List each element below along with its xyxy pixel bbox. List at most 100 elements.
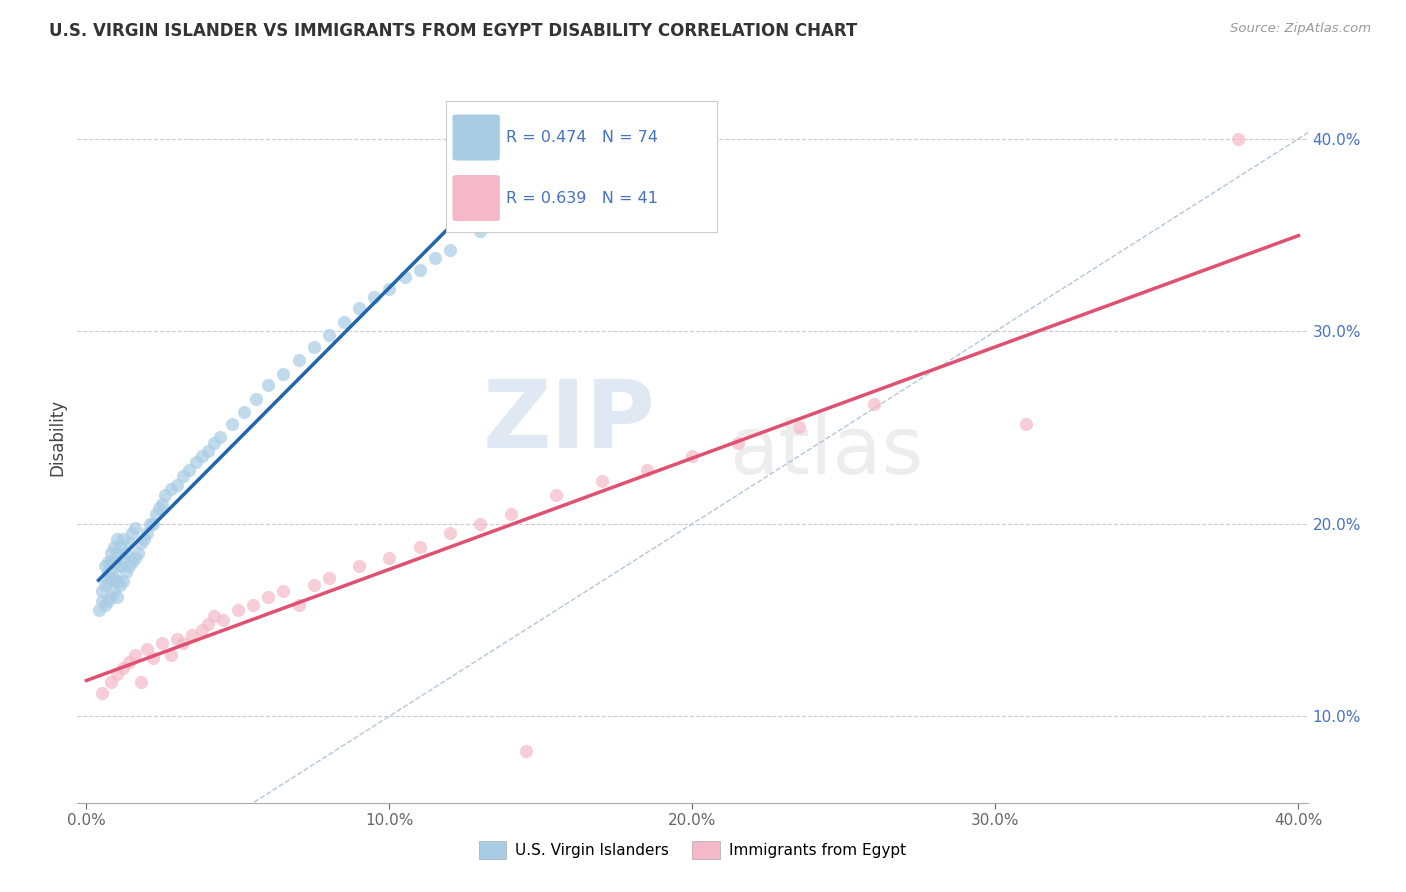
Point xyxy=(409,540,432,554)
Point xyxy=(166,632,188,647)
Point xyxy=(155,488,177,502)
Text: ZIP: ZIP xyxy=(482,376,655,468)
Point xyxy=(118,536,141,550)
Point xyxy=(160,482,183,496)
Point xyxy=(124,520,146,534)
Point xyxy=(172,468,194,483)
Point xyxy=(97,565,120,579)
Point xyxy=(108,578,131,592)
Legend: U.S. Virgin Islanders, Immigrants from Egypt: U.S. Virgin Islanders, Immigrants from E… xyxy=(472,835,912,864)
Point xyxy=(302,578,325,592)
Point xyxy=(103,540,125,554)
Point xyxy=(439,244,461,258)
Point xyxy=(226,603,249,617)
Point xyxy=(124,648,146,662)
Point xyxy=(1226,132,1249,146)
Point xyxy=(190,450,212,464)
Point xyxy=(273,367,295,381)
Point xyxy=(318,571,340,585)
Point xyxy=(184,455,207,469)
Point xyxy=(233,405,256,419)
Point xyxy=(863,397,886,411)
Point xyxy=(160,648,183,662)
Point xyxy=(172,636,194,650)
Point xyxy=(118,559,141,574)
Text: atlas: atlas xyxy=(730,413,924,491)
Point xyxy=(105,666,128,681)
Point xyxy=(636,463,658,477)
Point xyxy=(166,478,188,492)
Point xyxy=(394,270,416,285)
Point xyxy=(148,501,170,516)
Point xyxy=(221,417,243,431)
Point xyxy=(139,516,162,531)
Point xyxy=(470,224,492,238)
Point xyxy=(145,507,167,521)
Point xyxy=(100,571,122,585)
Point xyxy=(242,598,264,612)
Point xyxy=(100,674,122,689)
Point xyxy=(287,353,309,368)
Point xyxy=(150,498,173,512)
Point xyxy=(499,507,522,521)
Point xyxy=(197,443,219,458)
Point xyxy=(90,584,112,599)
Point xyxy=(111,661,134,675)
Point xyxy=(208,430,231,444)
Text: U.S. VIRGIN ISLANDER VS IMMIGRANTS FROM EGYPT DISABILITY CORRELATION CHART: U.S. VIRGIN ISLANDER VS IMMIGRANTS FROM … xyxy=(49,22,858,40)
Point xyxy=(108,540,131,554)
Point xyxy=(97,593,120,607)
Point xyxy=(245,392,267,406)
Point xyxy=(302,340,325,354)
Point xyxy=(124,551,146,566)
Point xyxy=(1015,417,1038,431)
Point xyxy=(114,545,136,559)
Point xyxy=(363,289,385,303)
Point xyxy=(499,205,522,219)
Point xyxy=(273,584,295,599)
Point xyxy=(93,578,115,592)
Point xyxy=(114,565,136,579)
Point xyxy=(105,559,128,574)
Point xyxy=(727,435,749,450)
Point xyxy=(591,475,613,489)
Point xyxy=(93,559,115,574)
Point xyxy=(105,545,128,559)
Point xyxy=(682,450,704,464)
Point xyxy=(105,574,128,589)
Point xyxy=(118,655,141,669)
Point xyxy=(105,590,128,604)
Point xyxy=(100,545,122,559)
Point xyxy=(97,555,120,569)
Point xyxy=(378,282,401,296)
Point xyxy=(136,526,159,541)
Point xyxy=(257,378,280,392)
Point xyxy=(105,532,128,546)
Point xyxy=(179,463,201,477)
Point xyxy=(142,651,165,665)
Point xyxy=(423,251,446,265)
Point xyxy=(90,686,112,700)
Y-axis label: Disability: Disability xyxy=(48,399,66,475)
Point xyxy=(546,488,568,502)
Point xyxy=(378,551,401,566)
Point xyxy=(129,674,152,689)
Point xyxy=(333,315,356,329)
Point xyxy=(515,744,537,758)
Point xyxy=(111,551,134,566)
Point xyxy=(409,262,432,277)
Point xyxy=(121,526,143,541)
Point xyxy=(103,571,125,585)
Point xyxy=(202,609,225,624)
Point xyxy=(111,574,134,589)
Point xyxy=(132,532,155,546)
Point xyxy=(103,584,125,599)
Point xyxy=(181,628,204,642)
Point xyxy=(470,516,492,531)
Point xyxy=(318,328,340,343)
Point xyxy=(129,536,152,550)
Point xyxy=(347,559,370,574)
Point xyxy=(257,590,280,604)
Point xyxy=(100,555,122,569)
Point xyxy=(142,516,165,531)
